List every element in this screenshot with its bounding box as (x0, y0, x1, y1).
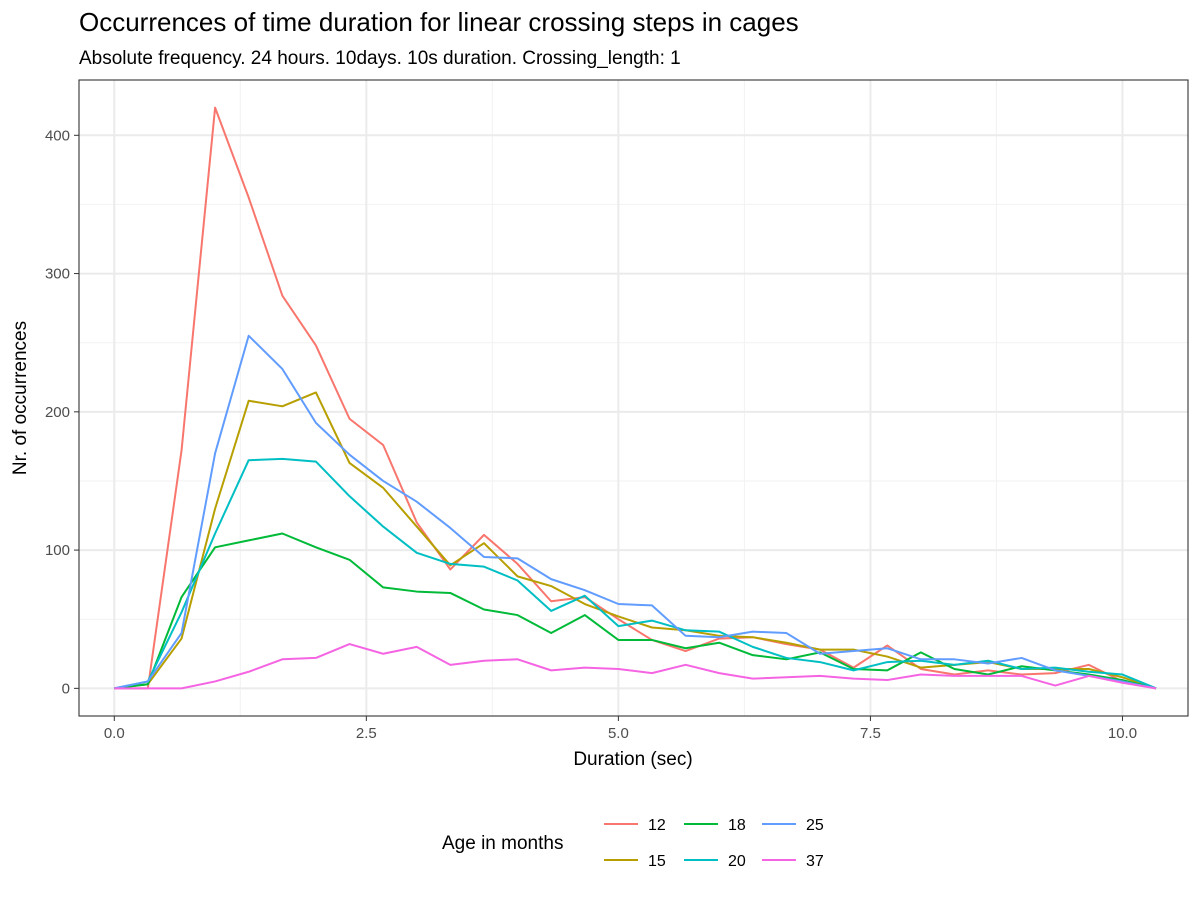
legend-items: 12 15 18 20 25 37 (604, 817, 824, 870)
chart-title: Occurrences of time duration for linear … (79, 7, 799, 37)
y-axis-title: Nr. of occurrences (10, 321, 31, 475)
legend-item-15: 15 (604, 853, 666, 870)
legend-title: Age in months (442, 833, 563, 854)
legend-item-25: 25 (762, 817, 824, 834)
major-gridlines (79, 80, 1188, 716)
legend: Age in months 12 15 18 20 25 37 (442, 817, 824, 870)
x-tick-label: 5.0 (608, 725, 629, 742)
legend-label-20: 20 (728, 853, 746, 870)
x-tick-label: 10.0 (1108, 725, 1137, 742)
x-tick-label: 2.5 (356, 725, 377, 742)
y-tick-label: 100 (45, 542, 70, 559)
x-tick-label: 7.5 (860, 725, 881, 742)
series-line-25 (114, 334, 1157, 690)
series-line-12 (114, 106, 1157, 690)
x-axis-title: Duration (sec) (573, 749, 692, 770)
legend-item-37: 37 (762, 853, 824, 870)
legend-item-20: 20 (684, 853, 746, 870)
chart-subtitle: Absolute frequency. 24 hours. 10days. 10… (79, 48, 681, 69)
series-lines (114, 106, 1157, 690)
legend-label-15: 15 (648, 853, 666, 870)
panel-border (78, 79, 1189, 717)
legend-label-37: 37 (806, 853, 824, 870)
legend-label-18: 18 (728, 817, 746, 834)
y-axis-ticks: 0 100 200 300 400 (45, 127, 79, 697)
series-line-20 (114, 457, 1157, 690)
legend-label-25: 25 (806, 817, 824, 834)
minor-gridlines (79, 80, 1188, 716)
y-tick-label: 0 (62, 680, 70, 697)
series-line-18 (114, 532, 1157, 690)
legend-item-18: 18 (684, 817, 746, 834)
plot-panel (78, 79, 1189, 717)
y-tick-label: 200 (45, 404, 70, 421)
series-line-37 (114, 643, 1157, 690)
x-tick-label: 0.0 (104, 725, 125, 742)
y-tick-label: 300 (45, 266, 70, 283)
x-axis-ticks: 0.0 2.5 5.0 7.5 10.0 (104, 716, 1137, 742)
y-tick-label: 400 (45, 127, 70, 144)
legend-item-12: 12 (604, 817, 666, 834)
legend-label-12: 12 (648, 817, 666, 834)
panel-background (79, 80, 1188, 716)
